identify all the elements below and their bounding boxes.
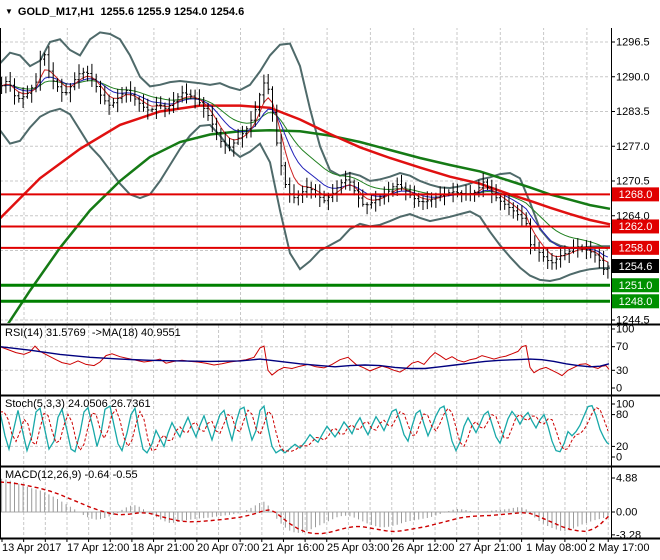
last-price-label: 1254.6: [619, 261, 653, 273]
time-axis-label: 21 Apr 16:00: [262, 542, 324, 554]
time-axis-label: 25 Apr 03:00: [327, 542, 389, 554]
fast-ema-red-line: [1, 69, 609, 263]
level-price-label-1248.0: 1248.0: [619, 296, 653, 308]
macd-tick-label: 4.88: [616, 473, 637, 485]
level-price-label-1262.0-bg: [612, 219, 659, 234]
price-axis[interactable]: 1296.51290.01283.51277.01270.51264.01257…: [611, 37, 659, 542]
bollinger-upper-line: [0, 31, 610, 249]
price-tick-label: 1283.5: [616, 106, 650, 118]
macd-indicator-label: MACD(12,26,9) -0.64 -0.55: [5, 469, 138, 481]
rsi-line: [0, 344, 610, 377]
stoch-tick-label: 100: [616, 399, 634, 411]
price-bars: [0, 46, 610, 279]
price-tick-label: 1270.5: [616, 176, 650, 188]
stoch-indicator-label: Stoch(5,3,3) 24.0506 26.7361: [5, 398, 151, 410]
last-price-label-bg: [612, 259, 659, 274]
level-price-label-1248.0-bg: [612, 294, 659, 309]
panel-separator: [0, 323, 660, 326]
panel-separator: [0, 537, 660, 540]
time-axis-label: 2 May 17:00: [589, 542, 650, 554]
level-price-label-1258.0-bg: [612, 240, 659, 255]
time-axis-label: 20 Apr 07:00: [197, 542, 259, 554]
main-panel[interactable]: [0, 22, 611, 336]
time-axis-label: 27 Apr 21:00: [459, 542, 521, 554]
rsi-tick-label: 0: [616, 383, 622, 395]
price-tick-label: 1290.0: [616, 71, 650, 83]
level-price-label-1262.0: 1262.0: [619, 221, 653, 233]
rsi-indicator-label: RSI(14) 31.5769 ->MA(18) 40.9551: [5, 327, 181, 339]
slow-ma-red-line: [0, 104, 611, 226]
stoch-panel[interactable]: [0, 396, 610, 465]
level-price-label-1251.0-bg: [612, 278, 659, 293]
stoch-tick-label: 20: [616, 441, 628, 453]
rsi-tick-label: 30: [616, 365, 628, 377]
panel-frame: [0, 28, 660, 540]
rsi-tick-label: 100: [616, 324, 634, 336]
panel-separator: [0, 394, 660, 397]
bollinger-lower-line: [0, 107, 610, 283]
level-price-label-1258.0: 1258.0: [619, 243, 653, 255]
macd-tick-label: -3.28: [616, 529, 641, 541]
time-axis-label: 17 Apr 12:00: [67, 542, 129, 554]
chart-title-bar: ▼ GOLD_M17,H1 1255.6 1255.9 1254.0 1254.6: [5, 6, 244, 18]
price-tick-label: 1277.0: [616, 141, 650, 153]
slow-ma-green-line: [7, 128, 611, 323]
time-axis[interactable]: 13 Apr 2017 17 Apr 12:00 18 Apr 21:00 20 Ap…: [1, 539, 650, 554]
time-axis-label: 13 Apr 2017: [2, 542, 61, 554]
fast-ema-blue-line: [1, 76, 609, 258]
stoch-tick-label: 80: [616, 409, 628, 421]
price-tick-label: 1264.0: [616, 210, 650, 222]
time-axis-label: 1 May 08:00: [526, 542, 587, 554]
macd-panel[interactable]: [0, 467, 610, 537]
stoch-d-line: [0, 406, 609, 452]
price-tick-label: 1244.5: [616, 315, 650, 327]
rsi-ma-line: [0, 346, 610, 370]
time-axis-label: 18 Apr 21:00: [132, 542, 194, 554]
fast-ema-green-line: [1, 80, 609, 250]
chart-title-text: GOLD_M17,H1 1255.6 1255.9 1254.0 1254.6: [17, 6, 245, 18]
macd-tick-label: 0.00: [616, 507, 637, 519]
price-tick-label: 1296.5: [616, 37, 650, 49]
level-price-label-1268.0-bg: [612, 187, 659, 202]
symbol-dropdown-icon[interactable]: ▼: [5, 7, 13, 16]
time-axis-label: 26 Apr 12:00: [392, 542, 454, 554]
stoch-tick-label: 0: [616, 452, 622, 464]
level-price-label-1251.0: 1251.0: [619, 280, 653, 292]
macd-signal-line: [0, 481, 610, 535]
rsi-tick-label: 70: [616, 341, 628, 353]
level-price-label-1268.0: 1268.0: [619, 189, 653, 201]
panel-separator: [0, 465, 660, 468]
rsi-panel[interactable]: [0, 325, 610, 394]
